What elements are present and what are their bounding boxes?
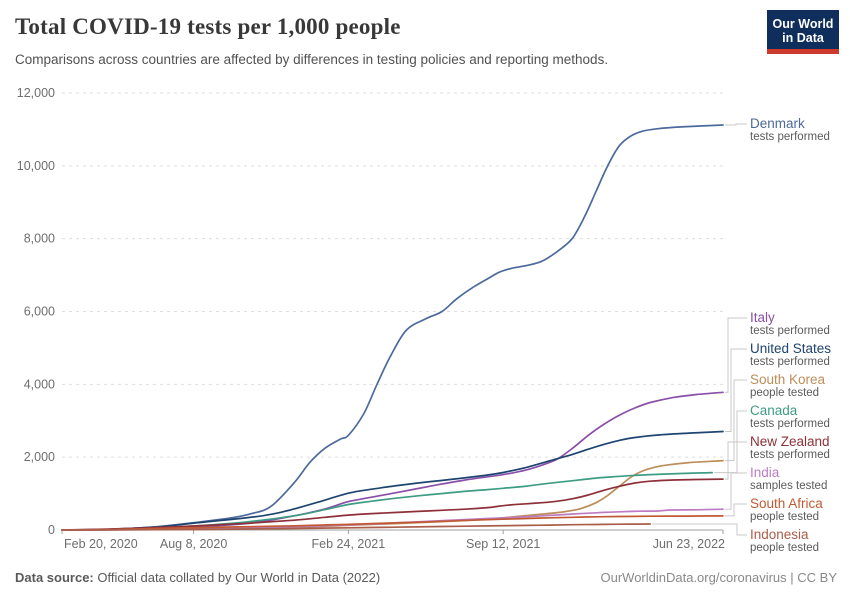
leader-line-india — [725, 472, 747, 510]
series-label-italy[interactable]: Italy tests performed — [750, 310, 830, 338]
y-tick-label-2000: 2,000 — [24, 450, 55, 464]
series-name-denmark: Denmark — [750, 116, 805, 131]
series-name-south-africa: South Africa — [750, 496, 823, 511]
series-line-united-states[interactable] — [61, 430, 724, 531]
series-measure-new-zealand: tests performed — [750, 449, 830, 461]
x-tick-label-2: Feb 24, 2021 — [312, 537, 386, 551]
logo-line-2: in Data — [782, 31, 824, 45]
series-label-new-zealand[interactable]: New Zealand tests performed — [750, 434, 830, 462]
y-tick-label-0: 0 — [48, 523, 55, 537]
y-tick-label-6000: 6,000 — [24, 305, 55, 319]
series-label-canada[interactable]: Canada tests performed — [750, 403, 830, 431]
series-line-new-zealand[interactable] — [61, 478, 724, 531]
series-line-india[interactable] — [61, 508, 724, 531]
data-source-note: Data source: Official data collated by O… — [15, 570, 380, 585]
leader-line-south-africa — [725, 503, 747, 517]
series-label-south-africa[interactable]: South Africa people tested — [750, 496, 823, 524]
series-measure-india: samples tested — [750, 480, 828, 492]
y-tick-label-12000: 12,000 — [17, 86, 55, 100]
series-line-indonesia[interactable] — [61, 523, 652, 531]
series-line-italy[interactable] — [61, 391, 724, 531]
series-label-indonesia[interactable]: Indonesia people tested — [750, 527, 819, 555]
y-tick-label-8000: 8,000 — [24, 232, 55, 246]
series-label-india[interactable]: India samples tested — [750, 465, 827, 493]
series-measure-south-korea: people tested — [750, 387, 820, 399]
series-label-south-korea[interactable]: South Korea people tested — [750, 372, 825, 400]
leader-line-new-zealand — [725, 441, 747, 480]
page-title: Total COVID-19 tests per 1,000 people — [15, 14, 401, 39]
leader-line-denmark — [725, 123, 747, 126]
x-tick-label-4: Jun 23, 2022 — [653, 537, 725, 551]
data-source-text: Official data collated by Our World in D… — [97, 570, 381, 585]
series-name-india: India — [750, 465, 780, 480]
leader-line-united-states — [725, 348, 747, 432]
series-measure-indonesia: people tested — [750, 542, 820, 554]
series-measure-united-states: tests performed — [750, 356, 830, 368]
x-tick-label-1: Aug 8, 2020 — [160, 537, 227, 551]
series-name-italy: Italy — [750, 310, 775, 325]
y-tick-label-4000: 4,000 — [24, 377, 55, 391]
series-line-denmark[interactable] — [61, 124, 724, 531]
chart-subtitle: Comparisons across countries are affecte… — [15, 52, 609, 67]
series-name-south-korea: South Korea — [750, 372, 826, 387]
series-label-united-states[interactable]: United States tests performed — [750, 341, 831, 369]
credit-link[interactable]: OurWorldinData.org/coronavirus | CC BY — [600, 570, 837, 585]
x-tick-label-3: Sep 12, 2021 — [466, 537, 540, 551]
leader-line-italy — [725, 317, 747, 393]
owid-logo: Our World in Data — [767, 10, 839, 54]
series-measure-south-africa: people tested — [750, 511, 820, 523]
data-source-label: Data source: — [15, 570, 94, 585]
series-line-south-africa[interactable] — [61, 515, 724, 531]
series-line-south-korea[interactable] — [61, 459, 724, 531]
x-tick-label-0: Feb 20, 2020 — [64, 537, 138, 551]
leader-line-indonesia — [652, 523, 747, 536]
series-measure-italy: tests performed — [750, 325, 830, 337]
series-name-new-zealand: New Zealand — [750, 434, 830, 449]
series-name-indonesia: Indonesia — [750, 527, 809, 542]
series-line-canada[interactable] — [61, 471, 714, 531]
series-label-denmark[interactable]: Denmark tests performed — [750, 116, 830, 144]
series-name-united-states: United States — [750, 341, 832, 356]
leader-line-south-korea — [725, 379, 747, 462]
y-tick-label-10000: 10,000 — [17, 159, 55, 173]
series-measure-canada: tests performed — [750, 418, 830, 430]
logo-line-1: Our World — [772, 17, 834, 31]
series-name-canada: Canada — [750, 403, 798, 418]
series-measure-denmark: tests performed — [750, 131, 830, 143]
